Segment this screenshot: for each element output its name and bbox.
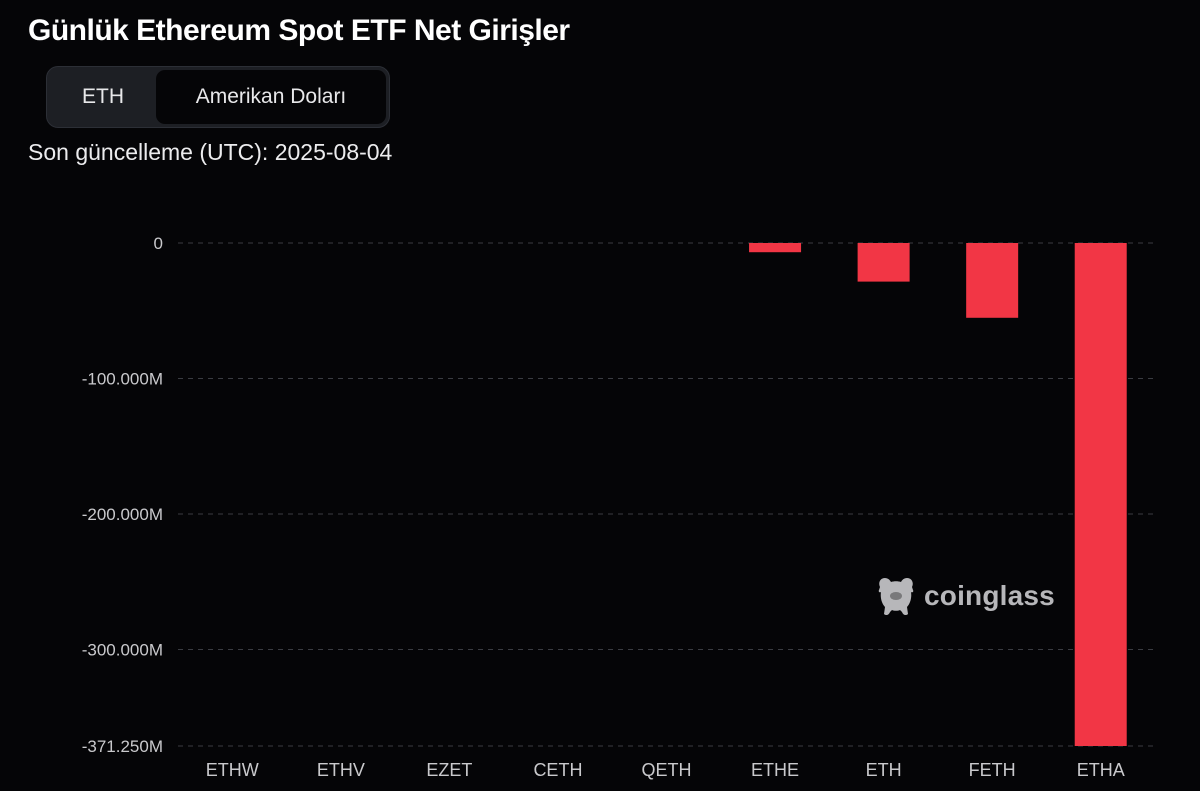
bar-etha[interactable] — [1074, 243, 1127, 746]
x-tick-label: ETHV — [317, 760, 365, 780]
bar-feth[interactable] — [966, 243, 1019, 318]
x-tick-label: ETHE — [751, 760, 799, 780]
coinglass-logo-icon — [878, 578, 914, 616]
bars — [749, 243, 1127, 746]
chart-title: Günlük Ethereum Spot ETF Net Girişler — [28, 14, 570, 47]
bar-eth[interactable] — [857, 243, 910, 282]
y-tick-label: -300.000M — [82, 640, 163, 659]
x-tick-label: FETH — [969, 760, 1016, 780]
eth-unit-button[interactable]: ETH — [82, 85, 124, 108]
x-tick-label: ETHW — [206, 760, 259, 780]
y-tick-label: -371.250M — [82, 737, 163, 756]
x-tick-label: ETH — [866, 760, 902, 780]
watermark-text: coinglass — [924, 580, 1055, 611]
y-axis-ticks: 0 -100.000M -200.000M -300.000M -371.250M — [82, 234, 163, 756]
grid-layer — [178, 242, 1155, 747]
unit-toggle: ETH Amerikan Doları — [46, 66, 390, 128]
x-tick-label: EZET — [426, 760, 472, 780]
y-tick-label: -200.000M — [82, 505, 163, 524]
watermark: coinglass — [876, 574, 1055, 618]
y-tick-label: 0 — [154, 234, 163, 253]
x-tick-label: QETH — [641, 760, 691, 780]
last-updated-text: Son güncelleme (UTC): 2025-08-04 — [28, 139, 393, 165]
y-tick-label: -100.000M — [82, 369, 163, 388]
usd-unit-button[interactable]: Amerikan Doları — [156, 70, 386, 124]
x-tick-label: ETHA — [1077, 760, 1125, 780]
x-tick-label: CETH — [533, 760, 582, 780]
x-axis-ticks: ETHW ETHV EZET CETH QETH ETHE ETH FETH ETHA — [206, 760, 1125, 780]
bar-ethe[interactable] — [749, 243, 802, 253]
